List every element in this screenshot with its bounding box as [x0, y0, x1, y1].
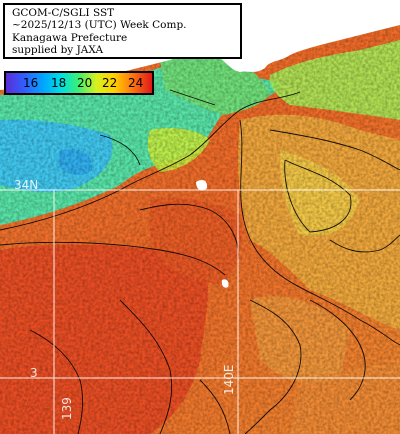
grid-label-139: 139: [60, 397, 74, 420]
sst-colorbar: 16 18 20 22 24: [4, 71, 154, 95]
title-line-2: ~2025/12/13 (UTC) Week Comp.: [12, 19, 187, 32]
colorbar-tick-16: 16: [23, 76, 39, 90]
land-toshima: [221, 279, 229, 288]
title-line-3: Kanagawa Prefecture: [12, 31, 128, 44]
grid-label-lat-partial: 3: [30, 366, 38, 380]
land-izu-boso: [250, 0, 400, 55]
title-line-1: GCOM-C/SGLI SST: [12, 7, 115, 19]
grid-label-140e: 140E: [222, 364, 236, 396]
colorbar-tick-18: 18: [51, 76, 67, 90]
grid-label-34n: 34N: [14, 178, 39, 192]
land-oshima: [196, 180, 208, 191]
title-box: GCOM-C/SGLI SST ~2025/12/13 (UTC) Week C…: [3, 3, 242, 59]
isotherm-lines: [0, 89, 400, 434]
colorbar-tick-20: 20: [77, 76, 93, 90]
title-line-4: supplied by JAXA: [12, 43, 104, 56]
colorbar-tick-22: 22: [102, 76, 118, 90]
colorbar-tick-24: 24: [128, 76, 144, 90]
graticule: [0, 189, 400, 434]
